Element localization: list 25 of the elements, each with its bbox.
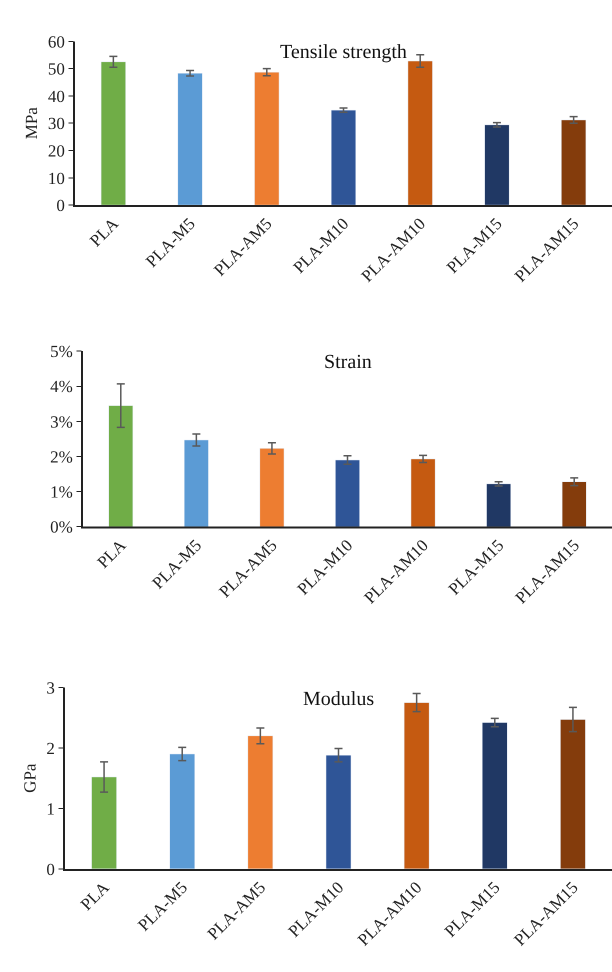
chart-title: Strain [324, 351, 372, 373]
y-tick-label: 1% [50, 482, 73, 502]
y-axis-title: MPa [22, 106, 41, 140]
y-tick-label: 0 [56, 196, 65, 216]
y-tick-label: 1 [46, 799, 55, 818]
y-axis-title: GPa [20, 763, 40, 793]
x-tick-label: PLA [93, 535, 130, 572]
chart-title: Tensile strength [280, 41, 407, 63]
y-tick-label: 10 [48, 168, 65, 188]
x-tick-label: PLA [76, 877, 114, 914]
y-tick-label: 20 [48, 141, 65, 160]
y-tick-label: 50 [48, 60, 65, 79]
y-tick-label: 5% [50, 342, 73, 362]
y-tick-label: 60 [48, 32, 65, 52]
y-tick-label: 30 [48, 114, 65, 134]
y-tick-label: 4% [50, 377, 73, 396]
chart-title: Modulus [303, 688, 374, 710]
y-tick-label: 0 [46, 860, 55, 879]
y-tick-label: 3% [50, 412, 73, 432]
y-tick-label: 2% [50, 447, 73, 466]
y-tick-label: 2 [46, 738, 55, 758]
x-tick-label: PLA [86, 214, 123, 250]
y-tick-label: 40 [48, 86, 65, 106]
y-tick-label: 0% [50, 518, 73, 537]
y-tick-label: 3 [46, 678, 55, 698]
